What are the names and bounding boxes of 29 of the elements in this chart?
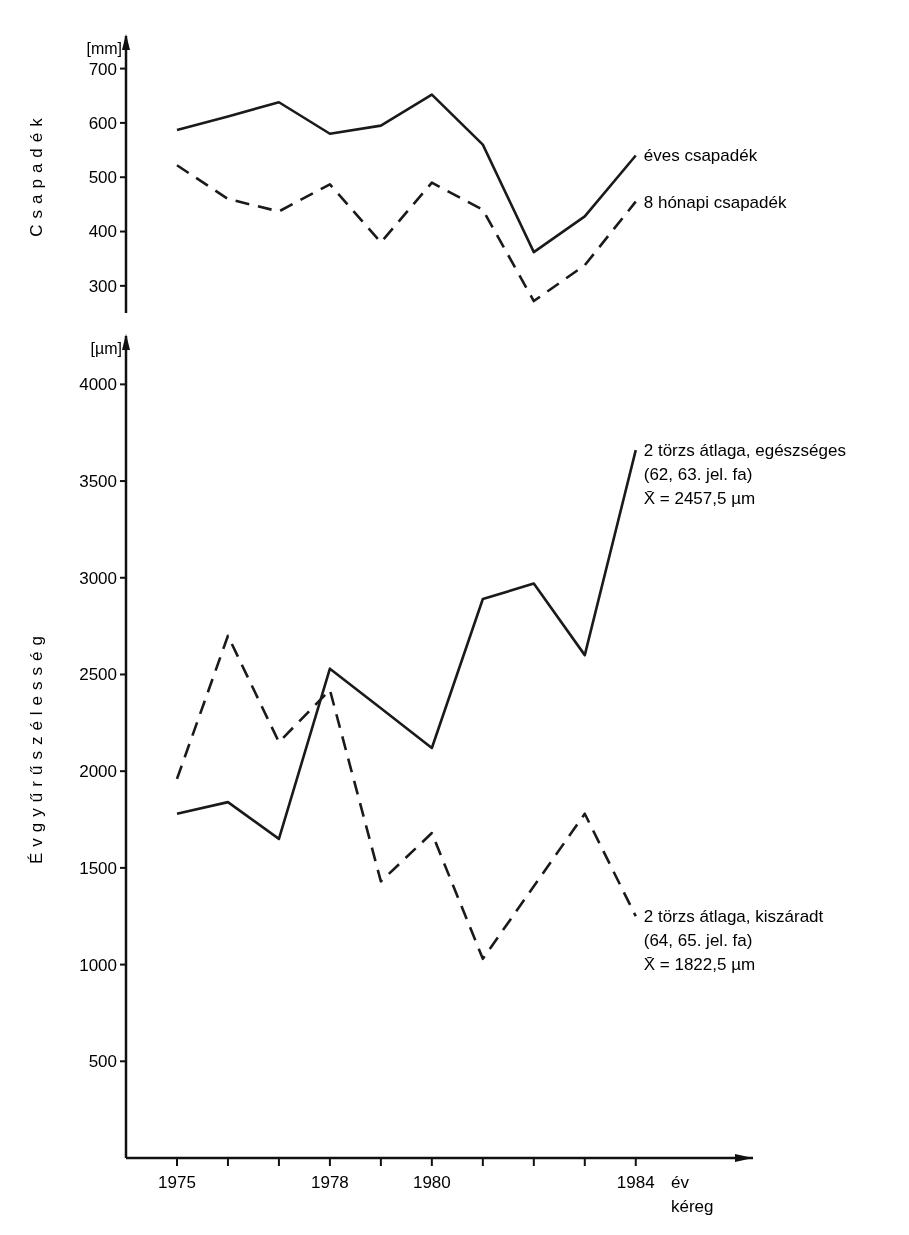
series-label: 8 hónapi csapadék — [643, 192, 787, 212]
line-series — [175, 163, 638, 303]
y-tick-label: 500 — [88, 1052, 117, 1072]
x-tick-label: 1984 — [616, 1173, 655, 1192]
y-tick-label: 600 — [88, 113, 117, 133]
x-axis-title: év — [671, 1173, 690, 1192]
y-tick-label: 1500 — [79, 858, 117, 878]
y-tick-label: 500 — [88, 168, 117, 188]
y-tick-label: 1000 — [79, 955, 117, 975]
series-label: éves csapadék — [643, 146, 758, 166]
x-tick-label: 1975 — [158, 1173, 196, 1192]
x-tick-label: 1980 — [412, 1173, 451, 1192]
y-tick-label: 4000 — [79, 375, 117, 395]
y-tick-label: 3000 — [79, 568, 117, 588]
line-series — [175, 93, 638, 254]
text: [mm] — [86, 40, 122, 57]
series-label: 2 törzs átlaga, kiszáradt (64, 65. jel. fa) X̄ = 1822,5 µm — [643, 907, 824, 975]
x-tick-label: 1978 — [310, 1173, 349, 1192]
y-tick-label: 400 — [88, 222, 117, 242]
y-axis-title: Évgyűrűszélesség — [27, 630, 46, 864]
text: kéreg — [671, 1197, 714, 1216]
y-axis-title: Csapadék — [27, 112, 46, 237]
y-tick-label: 3500 — [79, 472, 117, 492]
y-tick-label: 2500 — [79, 665, 117, 685]
series-label: 2 törzs átlaga, egészséges (62, 63. jel. fa) X̄ = 2457,5 µm — [643, 441, 846, 509]
y-tick-label: 300 — [88, 276, 117, 296]
y-tick-label: 700 — [88, 59, 117, 79]
text: [µm] — [90, 340, 122, 357]
y-tick-label: 2000 — [79, 762, 117, 782]
